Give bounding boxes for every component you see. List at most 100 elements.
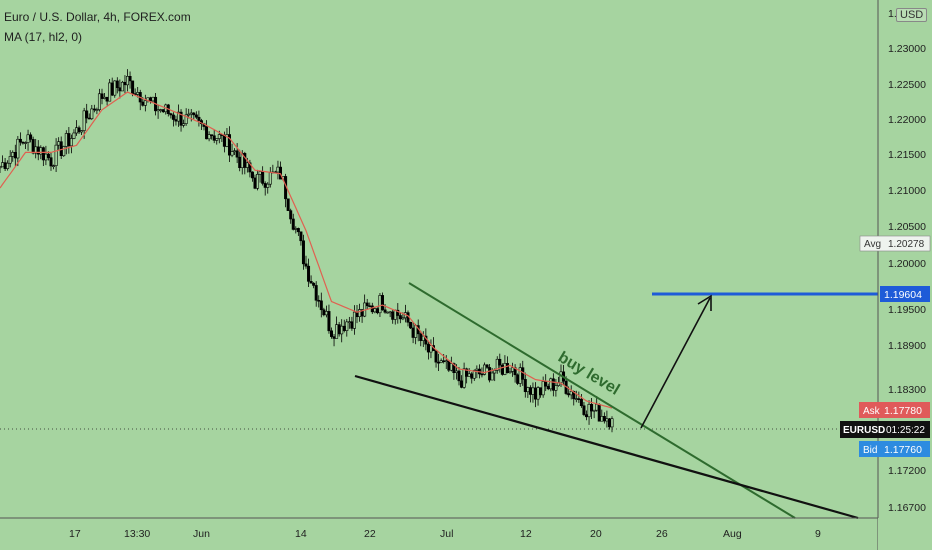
candle-body <box>607 418 611 428</box>
time-tick-label: Jul <box>440 528 453 540</box>
candle-body <box>266 183 270 188</box>
candle-body <box>452 363 456 374</box>
candle-body <box>54 144 58 166</box>
candle-body <box>13 152 17 159</box>
candle-body <box>39 147 43 155</box>
candle-body <box>587 404 591 418</box>
time-tick-label: 20 <box>590 528 602 540</box>
candle-body <box>475 368 479 371</box>
candle-body <box>141 101 145 106</box>
candle-body <box>36 146 40 155</box>
candle-body <box>401 317 405 320</box>
price-tick-label: 1.19500 <box>888 304 926 316</box>
candle-body <box>470 373 474 379</box>
candle-body <box>286 198 290 211</box>
candle-body <box>388 311 392 314</box>
candle-body <box>123 81 127 86</box>
candle-body <box>462 368 466 388</box>
candle-body <box>245 162 249 168</box>
price-axis-background <box>878 0 932 550</box>
candle-body <box>380 295 384 311</box>
avg-value: 1.20278 <box>888 239 925 250</box>
candle-body <box>126 76 130 86</box>
candle-body <box>437 361 441 364</box>
candle-body <box>253 177 257 189</box>
candle-body <box>159 109 163 111</box>
symbol-label: EURUSD <box>843 425 885 436</box>
price-tick-label: 1.20500 <box>888 221 926 233</box>
currency-badge[interactable]: USD <box>896 8 928 22</box>
candle-body <box>592 409 596 412</box>
candle-body <box>261 171 265 184</box>
candle-body <box>559 371 563 384</box>
time-tick-label: 17 <box>69 528 81 540</box>
candle-body <box>419 333 423 341</box>
candle-body <box>531 387 535 395</box>
candle-body <box>69 138 73 147</box>
candle-body <box>18 138 22 143</box>
candle-body <box>368 305 372 308</box>
candle-body <box>539 387 543 396</box>
candle-body <box>21 141 25 144</box>
time-tick-label: 26 <box>656 528 668 540</box>
candle-body <box>192 112 196 116</box>
candle-body <box>569 391 573 396</box>
price-axis[interactable]: 1.2 1.23000 1.22500 1.22000 1.21500 1.21… <box>888 8 926 514</box>
candle-body <box>582 405 586 415</box>
candle-body <box>465 368 469 377</box>
candle-body <box>120 81 124 92</box>
candle-body <box>467 373 471 377</box>
candle-body <box>72 132 76 139</box>
candle-body <box>309 281 313 284</box>
candle-body <box>8 156 12 164</box>
candle-body <box>194 114 198 118</box>
candle-body <box>100 93 104 99</box>
time-tick-label: 12 <box>520 528 532 540</box>
candle-body <box>500 364 504 375</box>
candle-body <box>411 327 415 338</box>
candle-body <box>46 153 50 158</box>
candle-body <box>67 133 71 147</box>
candle-body <box>113 80 117 96</box>
candle-body <box>108 82 112 102</box>
candle-body <box>182 123 186 126</box>
candle-body <box>370 305 374 313</box>
candle-body <box>222 135 226 147</box>
candle-body <box>597 404 601 422</box>
candle-body <box>544 381 548 387</box>
candle-body <box>472 370 476 379</box>
descending-channel-line[interactable] <box>408 282 796 519</box>
candle-body <box>391 311 395 320</box>
candle-body <box>546 385 550 390</box>
candle-body <box>217 134 221 139</box>
candle-body <box>169 113 173 116</box>
time-axis[interactable]: 17 13:30 Jun 14 22 Jul 12 20 26 Aug 9 <box>69 528 821 540</box>
price-tick-label: 1.21000 <box>888 185 926 197</box>
candle-body <box>29 134 33 140</box>
candle-body <box>6 162 10 169</box>
candle-body <box>605 418 609 422</box>
candle-body <box>373 308 377 313</box>
candle-body <box>439 360 443 363</box>
candle-body <box>541 381 545 396</box>
support-trend-line[interactable] <box>354 374 859 520</box>
candle-body <box>44 153 48 161</box>
candle-body <box>16 138 20 159</box>
candle-body <box>314 285 318 301</box>
candle-body <box>523 379 527 393</box>
up-arrow-icon[interactable] <box>640 297 711 429</box>
candle-body <box>228 134 232 156</box>
candle-body <box>110 82 114 96</box>
candle-body <box>503 363 507 375</box>
candle-body <box>52 165 56 167</box>
candle-body <box>151 96 155 102</box>
candle-body <box>516 374 520 384</box>
candle-body <box>528 387 532 395</box>
chart-legend-title[interactable]: Euro / U.S. Dollar, 4h, FOREX.com <box>4 10 191 24</box>
candle-body <box>602 416 606 422</box>
candle-body <box>49 157 53 167</box>
moving-average-legend[interactable]: MA (17, hl2, 0) <box>4 30 83 44</box>
